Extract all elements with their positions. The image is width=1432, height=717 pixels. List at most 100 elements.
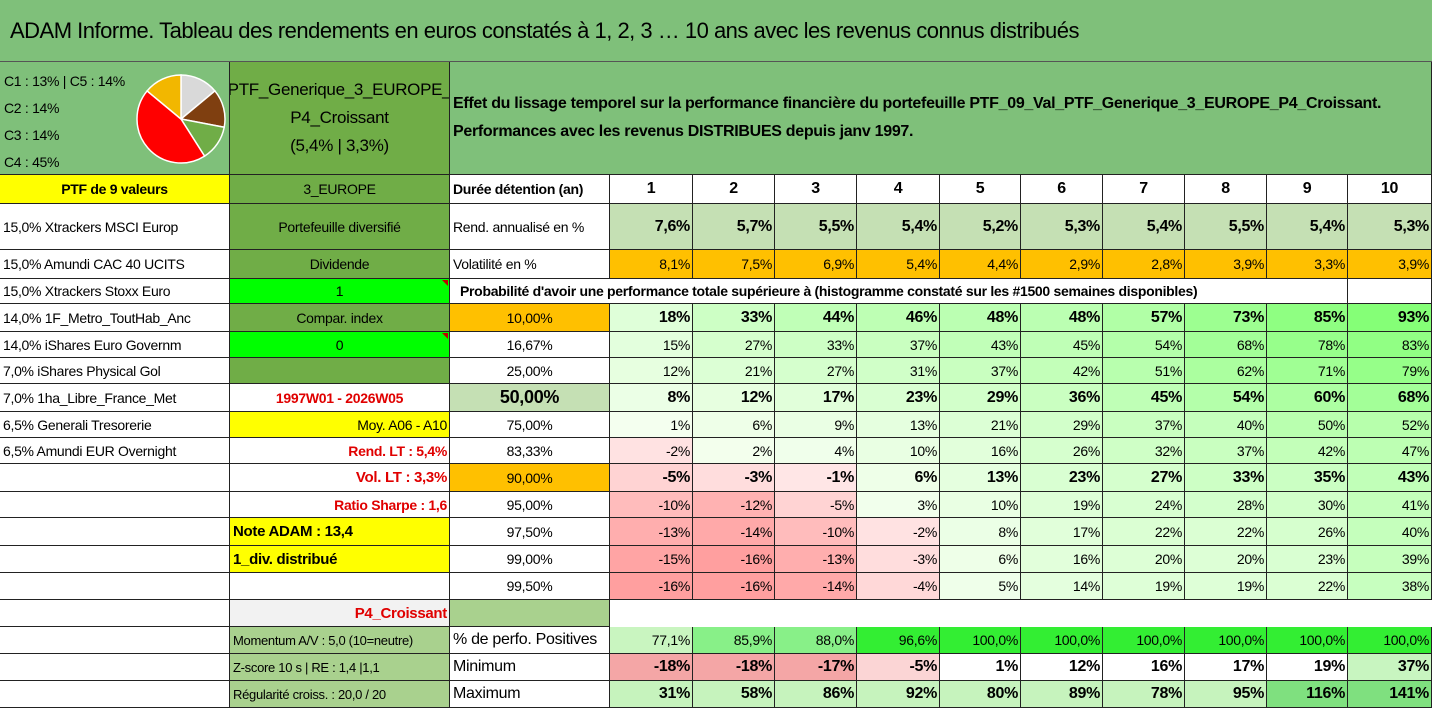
year-header: 3 (775, 175, 857, 204)
vol-value: 7,5% (693, 250, 775, 279)
minimum-value: 12% (1021, 654, 1103, 681)
probability-value: -4% (857, 573, 940, 600)
info-cell (230, 358, 450, 384)
threshold-cell: 99,00% (450, 546, 610, 573)
zscore-label: Z-score 10 s | RE : 1,4 |1,1 (230, 654, 450, 681)
holding-row: 6,5% Generali Tresorerie (0, 412, 230, 438)
probability-value: 48% (940, 304, 1021, 332)
minimum-value: 16% (1103, 654, 1185, 681)
probability-value: 36% (1021, 384, 1103, 412)
threshold-cell: 83,33% (450, 438, 610, 464)
minimum-value: 1% (940, 654, 1021, 681)
minimum-label: Minimum (450, 654, 610, 681)
info-cell: Ratio Sharpe : 1,6 (230, 492, 450, 518)
probability-value: 22% (1185, 518, 1267, 546)
probability-value: 43% (940, 332, 1021, 358)
probability-value: 52% (1348, 412, 1432, 438)
probability-value: 23% (1267, 546, 1348, 573)
rend-value: 7,6% (610, 204, 693, 250)
probability-value: 10% (857, 438, 940, 464)
probability-value: 38% (1348, 573, 1432, 600)
holding-row: 15,0% Xtrackers Stoxx Euro (0, 279, 230, 304)
vol-label: Volatilité en % (450, 250, 610, 279)
probability-value: 37% (857, 332, 940, 358)
rend-value: 5,5% (775, 204, 857, 250)
probability-value: 6% (940, 546, 1021, 573)
year-header: 2 (693, 175, 775, 204)
rend-value: 5,3% (1348, 204, 1432, 250)
probability-value: -5% (775, 492, 857, 518)
info-cell: Vol. LT : 3,3% (230, 464, 450, 492)
info-cell: Dividende (230, 250, 450, 279)
probability-value: 85% (1267, 304, 1348, 332)
minimum-value: -18% (693, 654, 775, 681)
probability-value: 27% (1103, 464, 1185, 492)
positive-value: 100,0% (1021, 627, 1103, 654)
pie-slice-c4 (136, 89, 206, 164)
positive-value: 100,0% (940, 627, 1021, 654)
probability-value: 35% (1267, 464, 1348, 492)
positive-value: 100,0% (1103, 627, 1185, 654)
minimum-value: -17% (775, 654, 857, 681)
rend-value: 5,7% (693, 204, 775, 250)
probability-value: 16% (940, 438, 1021, 464)
allocation-pie-chart (136, 74, 226, 164)
probability-value: 62% (1185, 358, 1267, 384)
empty-cell (0, 573, 230, 600)
info-cell: Moy. A06 - A10 (230, 412, 450, 438)
rend-value: 5,4% (857, 204, 940, 250)
probability-value: 17% (1021, 518, 1103, 546)
info-cell: 1997W01 - 2026W05 (230, 384, 450, 412)
year-header: 8 (1185, 175, 1267, 204)
probability-value: 50% (1267, 412, 1348, 438)
probability-value: 68% (1348, 384, 1432, 412)
probability-value: 13% (857, 412, 940, 438)
threshold-cell: 16,67% (450, 332, 610, 358)
probability-value: -5% (610, 464, 693, 492)
probability-value: 18% (610, 304, 693, 332)
empty-cell (0, 681, 230, 708)
rend-value: 5,5% (1185, 204, 1267, 250)
empty-cell (0, 492, 230, 518)
vol-value: 3,3% (1267, 250, 1348, 279)
minimum-value: 17% (1185, 654, 1267, 681)
info-cell: Compar. index (230, 304, 450, 332)
probability-value: 3% (857, 492, 940, 518)
probability-value: -14% (775, 573, 857, 600)
probability-value: 15% (610, 332, 693, 358)
probability-value: 42% (1021, 358, 1103, 384)
probability-value: 41% (1348, 492, 1432, 518)
dividend-label: 1_div. distribué (230, 546, 450, 573)
probability-value: 21% (693, 358, 775, 384)
vol-value: 3,9% (1348, 250, 1432, 279)
probability-value: 28% (1185, 492, 1267, 518)
probability-value: 19% (1021, 492, 1103, 518)
probability-value: 26% (1267, 518, 1348, 546)
probability-value: 17% (775, 384, 857, 412)
holding-row: 14,0% 1F_Metro_ToutHab_Anc (0, 304, 230, 332)
probability-value: -3% (857, 546, 940, 573)
vol-value: 6,9% (775, 250, 857, 279)
profile-label: P4_Croissant (230, 600, 450, 627)
prob-label: Probabilité d'avoir une performance tota… (450, 279, 1348, 304)
probability-value: 60% (1267, 384, 1348, 412)
positive-value: 100,0% (1348, 627, 1432, 654)
maximum-label: Maximum (450, 681, 610, 708)
probability-value: -3% (693, 464, 775, 492)
probability-value: 19% (1185, 573, 1267, 600)
minimum-value: -18% (610, 654, 693, 681)
maximum-value: 86% (775, 681, 857, 708)
probability-value: 33% (1185, 464, 1267, 492)
probability-value: 83% (1348, 332, 1432, 358)
threshold-cell: 99,50% (450, 573, 610, 600)
year-header: 6 (1021, 175, 1103, 204)
probability-value: -14% (693, 518, 775, 546)
minimum-value: -5% (857, 654, 940, 681)
probability-value: 24% (1103, 492, 1185, 518)
threshold-cell: 10,00% (450, 304, 610, 332)
positive-label: % de perfo. Positives (450, 627, 610, 654)
probability-value: 22% (1103, 518, 1185, 546)
probability-value: 29% (1021, 412, 1103, 438)
probability-value: -2% (610, 438, 693, 464)
